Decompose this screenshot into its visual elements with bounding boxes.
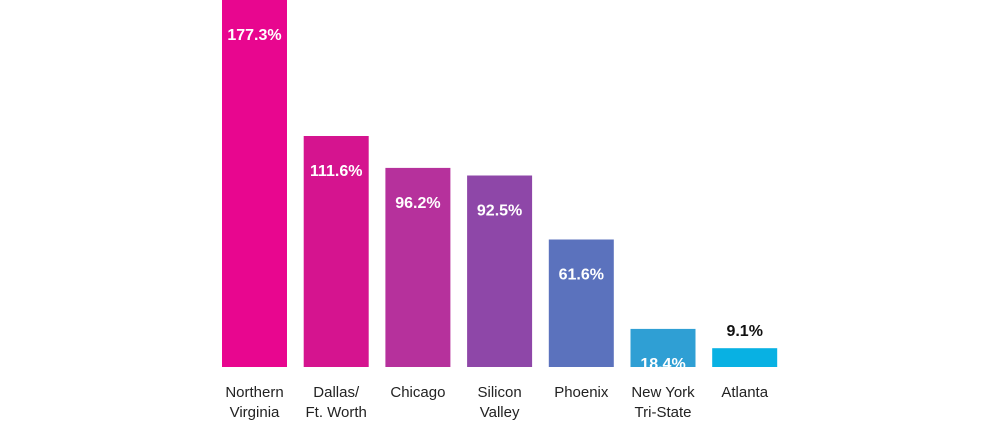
category-label-5-line-1: Tri-State <box>635 404 692 421</box>
bar-value-label-6: 9.1% <box>726 323 762 340</box>
category-labels-group: Northern Virginia Dallas/Ft. Worth Chicago S… <box>225 384 768 421</box>
bar-0 <box>222 0 287 367</box>
category-label-6: Atlanta <box>721 384 768 401</box>
category-label-0-line-1: Virginia <box>230 404 280 421</box>
bar-value-label-4: 61.6% <box>559 267 604 284</box>
category-label-0-line-0: Northern <box>225 384 283 401</box>
bar-1 <box>303 136 369 367</box>
bar-value-label-3: 92.5% <box>477 203 522 220</box>
bar-4 <box>548 239 614 367</box>
bar-value-label-1: 111.6% <box>310 163 363 180</box>
category-label-2: Chicago <box>390 384 445 401</box>
category-label-4: Phoenix <box>554 384 609 401</box>
category-label-5-line-0: New York <box>631 384 695 401</box>
bar-2 <box>385 167 451 367</box>
bars-group <box>222 0 778 367</box>
bar-value-label-2: 96.2% <box>395 195 440 212</box>
bar-value-label-5: 18.4% <box>640 356 685 373</box>
bar-5 <box>630 328 696 367</box>
category-label-1-line-1: Ft. Worth <box>305 404 366 421</box>
value-labels-group: 177.3% 111.6% 96.2% 92.5% 61.6% 18.4% 9.1% <box>227 27 763 373</box>
bar-6 <box>712 348 778 367</box>
category-label-3-line-1: Valley <box>480 404 520 421</box>
category-label-3-line-0: Silicon <box>478 384 522 401</box>
bar-3 <box>467 175 533 367</box>
category-label-1-line-0: Dallas/ <box>313 384 360 401</box>
bar-value-label-0: 177.3% <box>227 27 281 44</box>
